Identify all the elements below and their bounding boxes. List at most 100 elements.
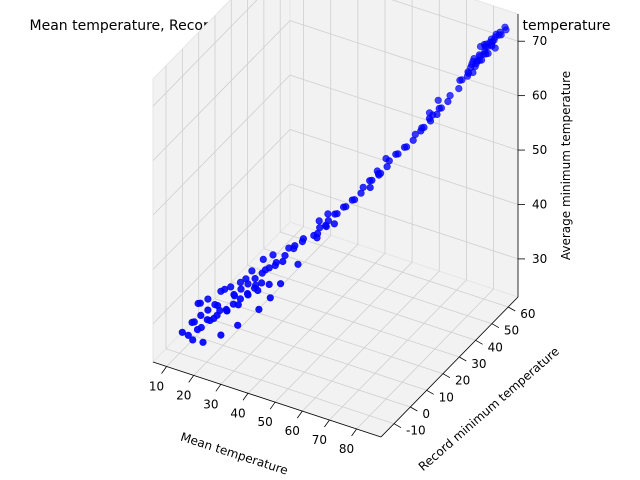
x-tick-mark [161,366,167,374]
y-tick-label: 50 [504,324,519,338]
x-tick-label: 70 [312,433,327,447]
z-grid-line [152,20,519,161]
tick-labels: 1020304050607080-10010203040506030405060… [149,34,547,456]
scatter-point [444,97,452,106]
scatter-point [331,210,339,218]
y-tick-mark [459,356,467,362]
y-tick-label: 20 [455,374,470,388]
scatter-point [375,171,383,179]
scatter-point [330,220,339,228]
x-tick-mark [188,375,195,383]
scatter-point [234,301,242,309]
y-tick-label: 40 [488,340,503,354]
scatter-point [197,311,205,320]
y-tick-label: 0 [422,407,430,421]
scatter-point [178,328,186,336]
scatter-point [221,285,229,293]
scatter-point [434,96,442,104]
x-tick-label: 30 [203,397,218,411]
scatter-point [277,280,285,288]
scatter-point [482,50,490,58]
z-tick-label: 30 [532,252,547,266]
z-grid-line [152,129,519,270]
scatter-point [227,283,235,291]
grid-lines [152,0,519,430]
scatter-point [340,203,348,211]
scatter-point [266,294,274,302]
y-tick-mark [426,389,434,395]
y-tick-mark [491,323,500,329]
scatter-point [366,183,374,192]
scatter-point [189,336,197,344]
scatter-point [409,136,417,144]
scatter-point [324,210,332,218]
scatter-point [203,316,211,324]
scatter-point [265,264,273,272]
y-grid-line [165,65,395,425]
scatter-point [223,307,231,315]
scatter-point [214,302,222,310]
z-grid-line [152,0,519,107]
scatter-point [199,338,207,346]
scatter-point [455,84,463,93]
z-tick-label: 70 [532,34,547,48]
x-tick-label: 40 [230,406,245,420]
x-tick-mark [324,419,330,428]
scatter-point [213,311,221,319]
scatter-point [497,31,505,39]
scatter-point [473,57,481,65]
scatter-point [299,235,308,243]
y-grid-line [230,0,460,358]
y-tick-mark [508,306,516,312]
scatter-point [265,280,273,289]
scatter-point [400,143,409,151]
x-tick-mark [215,384,222,392]
y-grid-line [214,15,444,375]
x-tick-label: 20 [176,388,191,402]
x-tick-label: 50 [258,415,273,429]
scatter-point [234,321,242,329]
z-tick-label: 50 [532,143,547,157]
x-axis-label: Mean temperature [179,430,290,478]
scatter-point [488,42,496,50]
x-tick-label: 10 [149,379,164,393]
y-tick-mark [442,373,451,379]
scatter-point [433,110,441,118]
x-tick-label: 60 [285,424,300,438]
scatter-point [279,257,287,266]
x-axis-line [152,361,382,438]
y-tick-label: -10 [406,424,426,438]
y-grid-line [279,0,509,308]
y-grid-line [247,0,476,341]
left-pane [152,0,291,364]
scatter-point [313,234,321,242]
x-tick-mark [351,428,357,437]
z-axis-label: Average minimum temperature [559,71,573,260]
axis-lines [152,14,525,438]
scatter-point [258,279,266,287]
scatter-point [254,286,262,295]
scatter-point [357,189,365,197]
scatter-point [366,177,374,185]
x-tick-mark [242,393,249,401]
y-axis-line [380,296,519,438]
y-tick-label: 10 [439,390,454,404]
y-tick-mark [410,406,418,412]
scatter-points [178,23,510,346]
scatter-point [294,260,302,268]
scatter-point [383,163,391,171]
z-tick-label: 40 [532,197,547,211]
scatter-point [204,295,212,303]
scatter-point [258,269,266,277]
z-tick-label: 60 [532,89,547,103]
scatter-point [269,251,277,259]
scatter-point [188,318,196,327]
scatter-point [237,285,245,293]
scatter-point [259,255,267,264]
scatter-point [272,259,280,267]
y-grid-line [263,0,493,325]
y-tick-label: 30 [471,357,486,371]
scatter-point [465,69,473,77]
scatter-point [322,221,330,229]
